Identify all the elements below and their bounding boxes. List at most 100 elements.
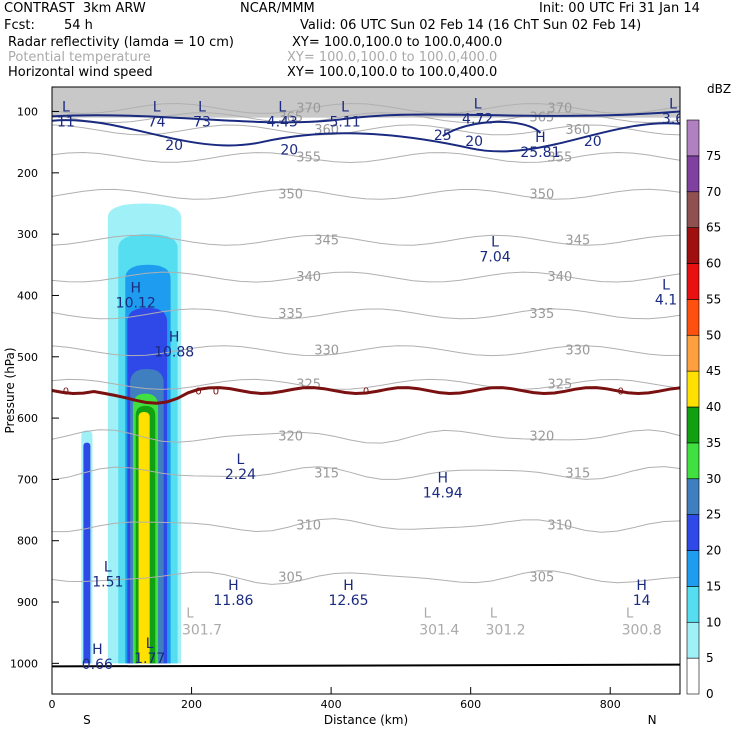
extremum-value-0: 11	[57, 115, 75, 131]
valid-time: Valid: 06 UTC Sun 02 Feb 14 (16 ChT Sun …	[300, 18, 642, 33]
theta-label-330-0: 330	[314, 344, 339, 359]
theta-label-355-1: 355	[547, 151, 572, 166]
theta-label-320-0: 320	[278, 429, 303, 444]
wind-label-20-3: 20	[584, 134, 602, 150]
extremum-value-16: 12.65	[329, 593, 369, 609]
x-label-north: N	[648, 713, 657, 727]
y-tick-label-500: 500	[17, 351, 38, 364]
colorbar-swatch-0	[686, 657, 700, 695]
init-time: Init: 00 UTC Fri 31 Jan 14	[539, 1, 700, 16]
theta-isoline-330	[52, 345, 680, 357]
extremum-marker-16: H	[343, 578, 354, 594]
theta-isoline-340	[52, 271, 680, 283]
x-tick-label-0: 0	[49, 698, 56, 711]
fcst-label: Fcst:	[4, 18, 35, 33]
theta-min-value-2: 301.2	[486, 623, 526, 639]
plot-frame	[51, 86, 681, 695]
field-xy-theta: XY= 100.0,100.0 to 100.0,400.0	[287, 50, 498, 65]
extremum-marker-7: H	[535, 130, 546, 146]
extremum-value-15: 11.86	[213, 593, 253, 609]
colorbar-swatch-25	[686, 478, 700, 515]
theta-min-value-0: 301.7	[182, 623, 222, 639]
extremum-marker-15: H	[228, 578, 239, 594]
theta-label-355-0: 355	[296, 151, 321, 166]
reflectivity-cell-1	[83, 442, 91, 664]
x-axis-title: Distance (km)	[324, 713, 408, 727]
y-tick-label-300: 300	[17, 228, 38, 241]
extremum-value-1: 74	[148, 115, 166, 131]
theta-min-value-3: 300.8	[622, 623, 662, 639]
theta-label-370-0: 370	[296, 101, 321, 116]
theta-min-marker-3: L	[626, 607, 634, 622]
fcst-value: 54 h	[64, 18, 93, 33]
theta-isoline-325	[52, 378, 680, 390]
theta-label-365-1: 365	[529, 111, 554, 126]
colorbar-label-30: 30	[706, 472, 721, 486]
colorbar-swatch-5	[686, 621, 700, 659]
extremum-value-4: 5.11	[329, 115, 360, 131]
theta-isoline-310	[52, 518, 680, 533]
extremum-marker-11: H	[169, 329, 180, 345]
colorbar-label-60: 60	[706, 257, 721, 271]
extremum-value-13: 14.94	[423, 485, 463, 501]
colorbar-swatch-45	[686, 334, 700, 372]
theta-label-325-0: 325	[296, 377, 321, 392]
y-tick-label-100: 100	[17, 106, 38, 119]
reflectivity-cell-9	[138, 411, 150, 664]
theta-min-marker-0: L	[186, 607, 194, 622]
zero-isotherm-label-1: 0	[195, 387, 201, 398]
extremum-marker-18: H	[92, 642, 103, 658]
center-label: NCAR/MMM	[240, 1, 315, 16]
colorbar-label-40: 40	[706, 400, 721, 414]
colorbar-swatch-65	[686, 191, 700, 228]
theta-label-345-1: 345	[565, 233, 590, 248]
extremum-marker-0: L	[62, 100, 70, 116]
extremum-value-6: 3.6	[662, 111, 684, 127]
wind-contour-20-inner	[52, 110, 680, 124]
theta-min-marker-1: L	[424, 607, 432, 622]
colorbar-label-75: 75	[706, 149, 721, 163]
extremum-value-7: 25.81	[520, 145, 560, 161]
theta-label-350-0: 350	[278, 187, 303, 202]
colorbar-label-45: 45	[706, 364, 721, 378]
x-label-south: S	[83, 713, 91, 727]
extremum-marker-8: L	[491, 234, 499, 250]
colorbar-swatch-30	[686, 442, 700, 480]
theta-isoline-355	[52, 151, 680, 164]
theta-isoline-315	[52, 466, 680, 481]
colorbar-swatch-55	[686, 263, 700, 300]
colorbar-swatch-15	[686, 550, 700, 587]
colorbar-swatch-60	[686, 227, 700, 264]
ground-line	[52, 663, 680, 668]
y-tick-label-900: 900	[17, 596, 38, 609]
extremum-value-17: 14	[633, 593, 651, 609]
theta-isoline-305	[52, 570, 680, 585]
theta-label-370-1: 370	[547, 101, 572, 116]
extremum-value-18: 0.66	[82, 657, 113, 673]
zero-isotherm-label-4: 0	[618, 387, 624, 398]
colorbar-unit: dBZ	[707, 82, 731, 96]
x-tick-label-200: 200	[181, 698, 202, 711]
x-tick-label-600: 600	[460, 698, 481, 711]
extremum-marker-12: L	[236, 452, 244, 468]
extremum-value-5: 4.72	[462, 111, 493, 127]
extremum-value-19: 1.77	[134, 651, 165, 667]
extremum-value-11: 10.88	[154, 344, 194, 360]
theta-label-340-0: 340	[296, 270, 321, 285]
y-tick-label-600: 600	[17, 412, 38, 425]
x-tick-label-800: 800	[600, 698, 621, 711]
wind-label-20-1: 20	[280, 143, 298, 159]
theta-label-335-1: 335	[529, 307, 554, 322]
theta-label-335-0: 335	[278, 307, 303, 322]
colorbar-label-70: 70	[706, 185, 721, 199]
extremum-value-2: 73	[193, 115, 211, 131]
field-name-theta: Potential temperature	[8, 50, 151, 65]
extremum-marker-3: L	[278, 100, 286, 116]
wind-contour-20	[52, 119, 680, 153]
theta-label-350-1: 350	[529, 187, 554, 202]
wind-label-25: 25	[434, 128, 452, 144]
colorbar-swatch-50	[686, 299, 700, 336]
extremum-marker-5: L	[474, 96, 482, 112]
